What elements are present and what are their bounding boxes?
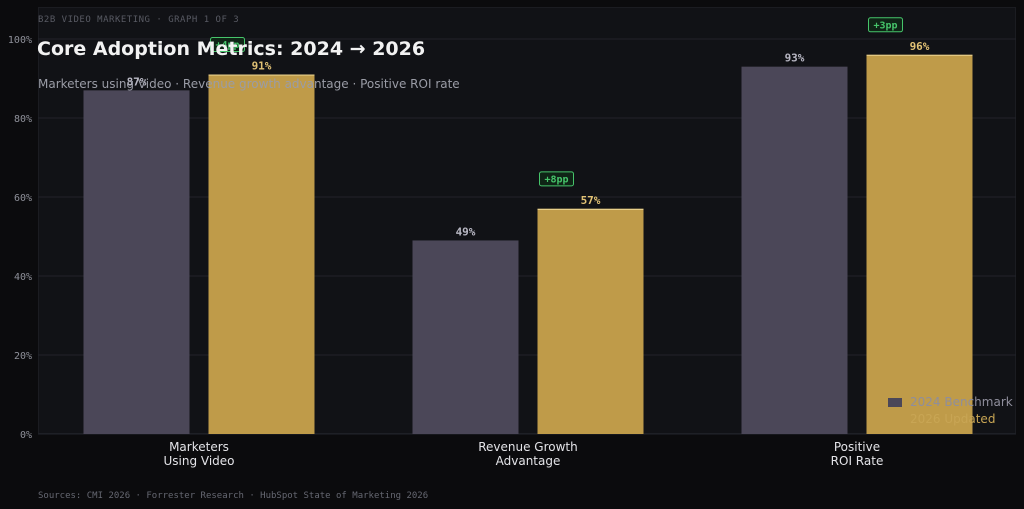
x-category-label: Positive [834, 440, 880, 454]
chart-title: Core Adoption Metrics: 2024 → 2026 [37, 38, 426, 60]
y-tick-label: 20% [14, 351, 32, 362]
value-label-2024: 87% [127, 75, 147, 88]
legend-swatch-2026 [888, 415, 902, 424]
sources-note: Sources: CMI 2026 · Forrester Research ·… [38, 491, 429, 501]
legend-label-2026: 2026 Updated [910, 412, 996, 426]
y-tick-label: 0% [20, 430, 32, 441]
x-category-label: ROI Rate [831, 454, 884, 468]
bar-2024 [741, 66, 848, 435]
legend-item-2026: 2026 Updated [888, 412, 995, 426]
value-label-2024: 93% [785, 52, 805, 65]
bar-2026 [866, 54, 973, 435]
bar-2024 [83, 90, 190, 434]
x-category-label: Revenue Growth [478, 440, 578, 454]
delta-badge [539, 171, 574, 187]
value-label-2024: 49% [456, 225, 476, 238]
legend-label-2024: 2024 Benchmark [910, 395, 1013, 409]
chart-subtitle: Marketers using Video · Revenue growth a… [38, 77, 460, 91]
y-tick-label: 60% [14, 193, 32, 204]
x-category-label: Advantage [496, 454, 561, 468]
x-category-label: Marketers [169, 440, 229, 454]
delta-label: +4pp [215, 40, 239, 51]
value-label-2026: 57% [581, 194, 601, 207]
bar-2026 [208, 74, 315, 435]
y-tick-label: 80% [14, 114, 32, 125]
legend-item-2024: 2024 Benchmark [888, 395, 1013, 409]
bar-2024 [412, 240, 519, 434]
legend-swatch-2024 [888, 398, 902, 407]
value-label-2026: 91% [252, 60, 272, 73]
delta-label: +3pp [873, 20, 897, 31]
delta-badge [210, 37, 245, 53]
y-tick-label: 40% [14, 272, 32, 283]
bar-2026 [537, 208, 644, 434]
delta-badge [868, 17, 903, 33]
x-category-label: Using Video [163, 454, 234, 468]
chart-kicker: B2B VIDEO MARKETING · GRAPH 1 OF 3 [38, 15, 240, 25]
plot-area [38, 7, 1016, 434]
delta-label: +8pp [544, 174, 568, 185]
value-label-2026: 96% [910, 40, 930, 53]
y-tick-label: 100% [8, 35, 32, 46]
